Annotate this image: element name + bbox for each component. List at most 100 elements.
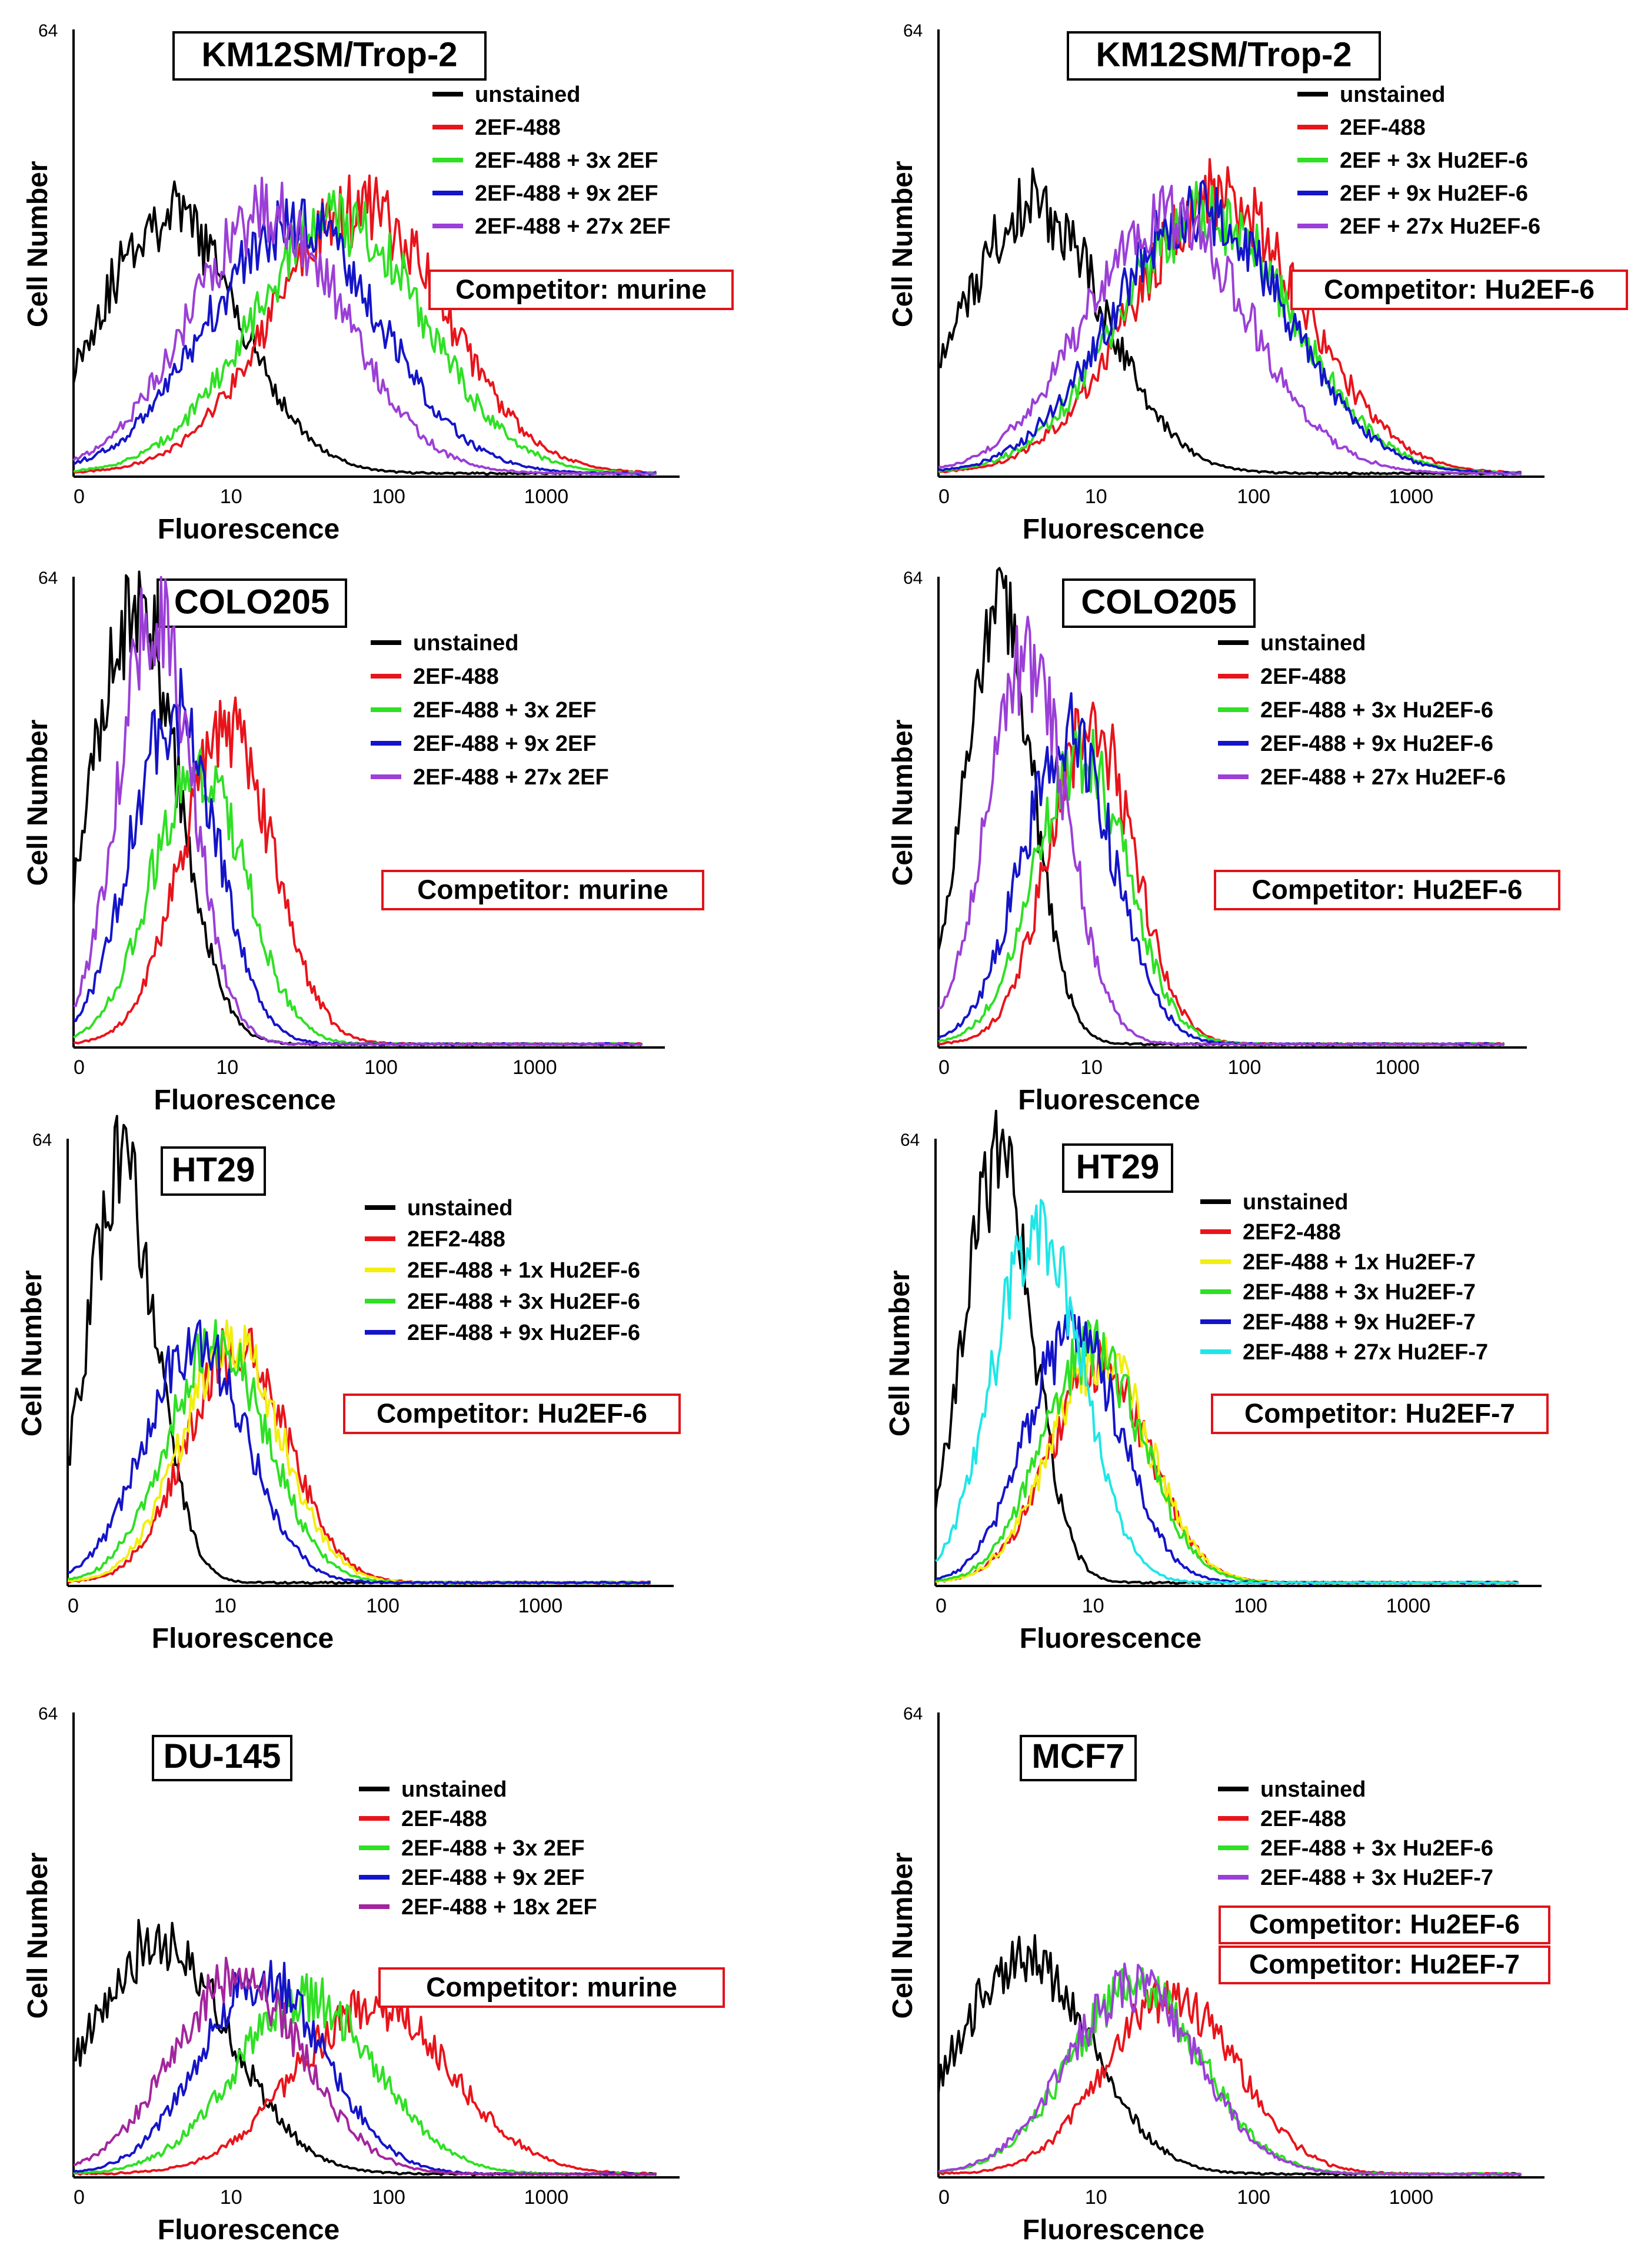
y-axis-label: Cell Number xyxy=(22,161,54,327)
competitor-label: Competitor: Hu2EF-6 xyxy=(1324,274,1595,304)
x-tick-label: 1000 xyxy=(512,1056,557,1079)
legend-label: 2EF-488 + 9x Hu2EF-7 xyxy=(1243,1310,1476,1335)
panel-title: KM12SM/Trop-2 xyxy=(201,36,457,74)
competitor-box xyxy=(1219,1946,1550,1984)
x-tick-label: 100 xyxy=(1228,1056,1261,1079)
x-tick-label: 0 xyxy=(938,1056,950,1079)
competitor-label: Competitor: Hu2EF-6 xyxy=(1249,1908,1520,1939)
x-tick-label: 10 xyxy=(216,1056,238,1079)
legend-label: 2EF-488 xyxy=(1260,1807,1346,1831)
legend-label: 2EF-488 + 3x Hu2EF-7 xyxy=(1243,1280,1476,1305)
panel-title-box xyxy=(152,1735,292,1781)
x-tick-label: 1000 xyxy=(524,485,569,508)
legend-label: 2EF-488 xyxy=(1260,664,1346,689)
x-axis-label: Fluorescence xyxy=(158,514,339,545)
x-tick-label: 10 xyxy=(214,1595,237,1617)
histogram-series xyxy=(935,1339,1519,1585)
x-tick-label: 10 xyxy=(1085,485,1107,508)
competitor-box xyxy=(378,1967,725,2008)
x-tick-label: 100 xyxy=(372,2186,405,2209)
x-tick-label: 100 xyxy=(1234,1595,1267,1617)
legend-label: 2EF-488 + 3x Hu2EF-7 xyxy=(1260,1865,1493,1890)
legend-label: 2EF-488 + 27x Hu2EF-7 xyxy=(1243,1340,1488,1365)
competitor-box xyxy=(381,870,704,910)
legend-label: unstained xyxy=(1243,1190,1348,1215)
competitor-box xyxy=(1219,1905,1550,1944)
histogram-series xyxy=(73,576,643,1046)
x-tick-label: 0 xyxy=(68,1595,79,1617)
x-tick-label: 1000 xyxy=(1375,1056,1420,1079)
panel-title: HT29 xyxy=(1076,1148,1160,1186)
panel-title-box xyxy=(161,1146,266,1196)
panel-title-box xyxy=(1062,578,1256,628)
competitor-label: Competitor: murine xyxy=(426,1971,677,2002)
histogram-panel: 64 Cell Number 0 10 100 1000 Fluorescence MCF7 u… xyxy=(887,1704,1550,2246)
panel-title-box xyxy=(157,578,347,628)
histogram-panel: 64 Cell Number 0 10 100 1000 Fluorescence COLO2… xyxy=(22,568,704,1116)
x-tick-label: 100 xyxy=(372,485,405,508)
histogram-series xyxy=(938,158,1522,475)
legend-label: 2EF + 9x Hu2EF-6 xyxy=(1340,181,1528,206)
histogram-series xyxy=(67,1319,651,1585)
histogram-series xyxy=(73,198,657,475)
x-tick-label: 1000 xyxy=(524,2186,569,2209)
panel-title-box xyxy=(1062,1143,1173,1193)
histogram-panel: 64 Cell Number 0 10 100 1000 Fluorescence DU-14… xyxy=(22,1704,725,2246)
legend-label: 2EF-488 xyxy=(1340,115,1426,140)
x-axis-label: Fluorescence xyxy=(158,2214,339,2246)
x-tick-label: 0 xyxy=(74,485,85,508)
x-tick-label: 0 xyxy=(936,1595,947,1617)
competitor-box xyxy=(343,1394,681,1434)
y-axis-label: Cell Number xyxy=(22,720,54,886)
competitor-label: Competitor: Hu2EF-6 xyxy=(1252,874,1523,904)
panel-title-box xyxy=(1067,31,1381,81)
histogram-series xyxy=(938,616,1504,1046)
y-axis-label: Cell Number xyxy=(16,1270,48,1436)
x-axis-label: Fluorescence xyxy=(1023,2214,1204,2246)
competitor-label: Competitor: Hu2EF-7 xyxy=(1244,1398,1515,1428)
competitor-label: Competitor: Hu2EF-6 xyxy=(377,1398,647,1428)
x-tick-label: 1000 xyxy=(1386,1595,1431,1617)
legend-label: 2EF + 3x Hu2EF-6 xyxy=(1340,148,1528,173)
x-tick-label: 100 xyxy=(366,1595,400,1617)
histogram-series xyxy=(67,1319,651,1585)
y-max-tick-label: 64 xyxy=(38,21,58,41)
x-axis-label: Fluorescence xyxy=(1023,514,1204,545)
x-tick-label: 10 xyxy=(220,485,242,508)
legend-label: unstained xyxy=(401,1777,507,1802)
competitor-label: Competitor: Hu2EF-7 xyxy=(1249,1948,1520,1979)
y-axis-label: Cell Number xyxy=(22,1853,54,2019)
panel-title: DU-145 xyxy=(164,1737,281,1775)
y-max-tick-label: 64 xyxy=(903,568,923,588)
x-tick-label: 10 xyxy=(1082,1595,1104,1617)
x-axis-label: Fluorescence xyxy=(1018,1085,1200,1116)
legend-label: 2EF-488 + 27x 2EF xyxy=(475,214,671,239)
legend-label: 2EF-488 + 3x Hu2EF-6 xyxy=(407,1289,640,1314)
competitor-box xyxy=(1211,1394,1549,1434)
legend-label: 2EF-488 + 27x 2EF xyxy=(413,765,609,790)
x-tick-label: 10 xyxy=(1080,1056,1103,1079)
y-max-tick-label: 64 xyxy=(38,568,58,588)
y-max-tick-label: 64 xyxy=(900,1130,920,1150)
histogram-panel: 64 Cell Number 0 10 100 1000 Fluorescence HT29 u… xyxy=(16,1115,681,1654)
y-max-tick-label: 64 xyxy=(903,21,923,41)
legend-label: unstained xyxy=(475,82,580,107)
panel-title: HT29 xyxy=(172,1151,255,1189)
legend-label: 2EF-488 + 3x 2EF xyxy=(401,1836,585,1861)
legend-label: unstained xyxy=(413,631,518,656)
x-tick-label: 1000 xyxy=(1389,485,1434,508)
x-tick-label: 100 xyxy=(1237,485,1270,508)
histogram-series xyxy=(938,1963,1522,2176)
histogram-panel: 64 Cell Number 0 10 100 1000 Fluorescence KM12S… xyxy=(887,21,1628,545)
x-axis-label: Fluorescence xyxy=(1020,1623,1201,1654)
legend-label: unstained xyxy=(1260,631,1366,656)
histogram-series xyxy=(937,567,1505,1046)
legend-label: unstained xyxy=(1340,82,1445,107)
x-tick-label: 1000 xyxy=(518,1595,563,1617)
histogram-series xyxy=(72,177,657,475)
histogram-series xyxy=(938,185,1522,475)
histogram-series xyxy=(938,1967,1522,2176)
competitor-box xyxy=(1290,270,1628,310)
legend-label: 2EF-488 + 9x 2EF xyxy=(475,181,658,206)
